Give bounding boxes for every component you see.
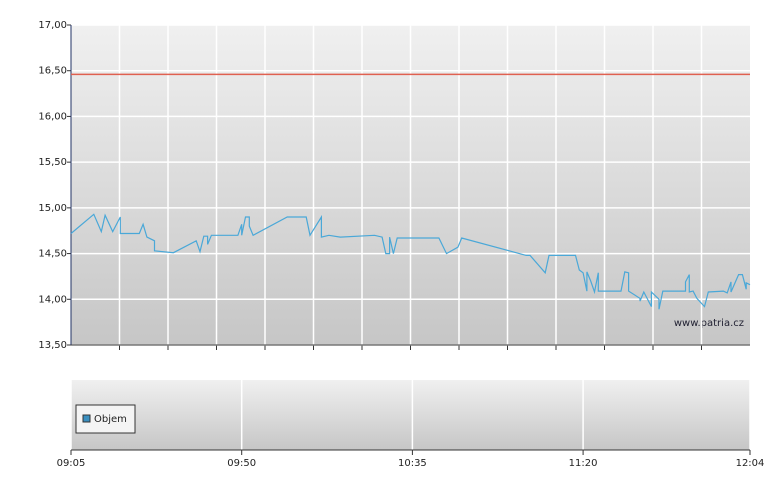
x-tick-label: 12:04 xyxy=(736,458,765,469)
x-tick-label: 09:05 xyxy=(57,458,86,469)
legend-swatch xyxy=(82,414,91,423)
volume-panel xyxy=(71,380,750,450)
y-tick-label: 15,50 xyxy=(38,157,67,168)
price-line xyxy=(70,213,751,310)
y-tick-label: 15,00 xyxy=(38,203,67,214)
x-tick-label: 10:35 xyxy=(398,458,427,469)
y-tick-label: 17,00 xyxy=(38,20,67,31)
y-tick-label: 16,50 xyxy=(38,66,67,77)
watermark: www.patria.cz xyxy=(674,318,744,329)
legend-label: Objem xyxy=(94,414,127,425)
y-tick-label: 14,50 xyxy=(38,249,67,260)
x-tick-label: 11:20 xyxy=(569,458,598,469)
y-tick-label: 14,00 xyxy=(38,294,67,305)
y-tick-label: 16,00 xyxy=(38,111,67,122)
x-tick-label: 09:50 xyxy=(227,458,256,469)
y-tick-label: 13,50 xyxy=(38,340,67,351)
